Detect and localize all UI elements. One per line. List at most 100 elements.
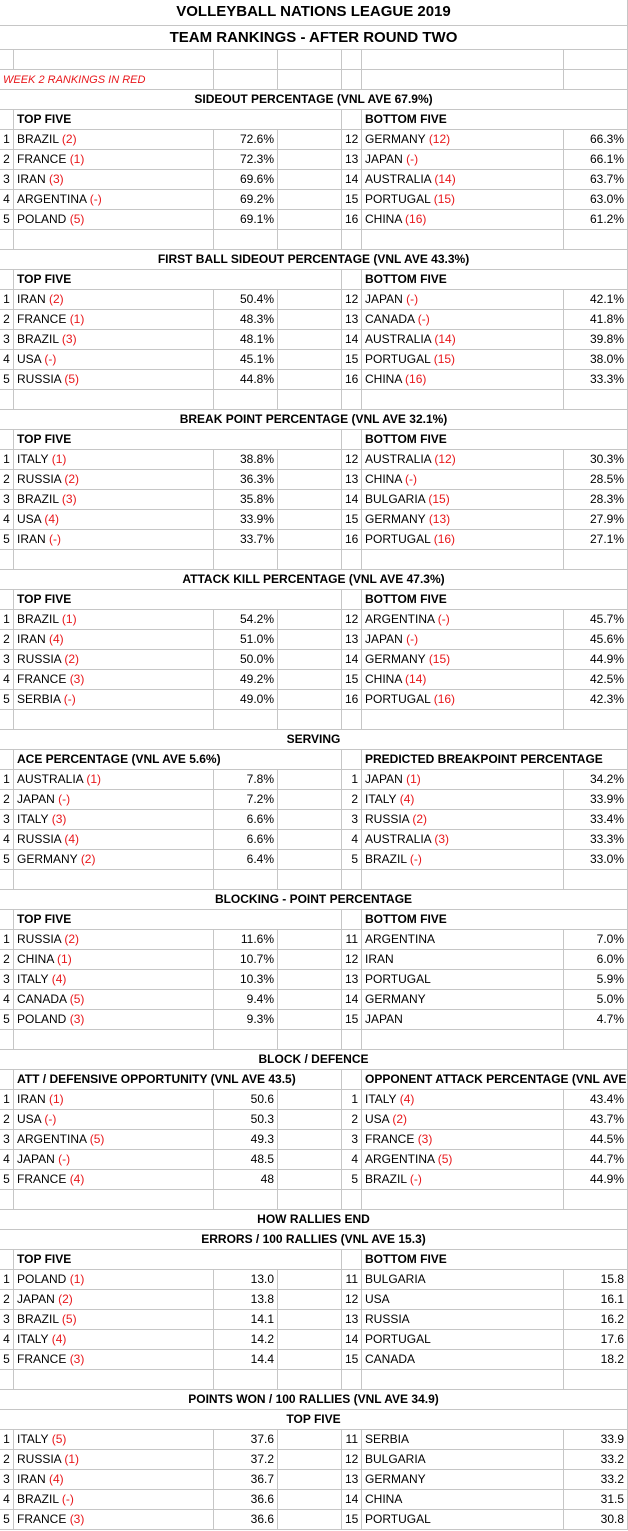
section-header: SERVING bbox=[286, 732, 341, 746]
team-name: RUSSIA bbox=[17, 372, 62, 386]
team-name: BRAZIL bbox=[365, 852, 407, 866]
team-name: CHINA bbox=[17, 952, 54, 966]
left-title: ACE PERCENTAGE (VNL AVE 5.6%) bbox=[17, 752, 221, 766]
empty-cell bbox=[342, 1030, 362, 1050]
rank-cell: 5 bbox=[0, 690, 14, 710]
right-title: BOTTOM FIVE bbox=[365, 1252, 447, 1266]
value: 14.2 bbox=[250, 1332, 274, 1346]
team-cell: FRANCE (4) bbox=[14, 1170, 214, 1190]
previous-rank: (-) bbox=[417, 312, 430, 326]
team-cell: RUSSIA (2) bbox=[14, 470, 214, 490]
rank-cell: 4 bbox=[342, 1150, 362, 1170]
previous-rank: (4) bbox=[49, 632, 64, 646]
team-name: SERBIA bbox=[365, 1432, 410, 1446]
rank-cell: 15 bbox=[342, 670, 362, 690]
value: 69.6% bbox=[239, 172, 274, 186]
rank-cell: 12 bbox=[342, 130, 362, 150]
team-name: CHINA bbox=[365, 472, 402, 486]
rank: 13 bbox=[345, 312, 359, 326]
empty-cell bbox=[0, 750, 14, 770]
value-cell: 14.1 bbox=[214, 1310, 278, 1330]
value-cell: 16.2 bbox=[564, 1310, 628, 1330]
team-cell: IRAN (1) bbox=[14, 1090, 214, 1110]
empty-cell bbox=[342, 1190, 362, 1210]
value: 27.1% bbox=[589, 532, 624, 546]
previous-rank: (-) bbox=[405, 472, 418, 486]
empty-cell bbox=[0, 50, 14, 70]
value-cell: 48.1% bbox=[214, 330, 278, 350]
value-cell: 6.6% bbox=[214, 810, 278, 830]
rank: 3 bbox=[351, 1132, 358, 1146]
value-cell: 13.8 bbox=[214, 1290, 278, 1310]
team-cell: JAPAN (2) bbox=[14, 1290, 214, 1310]
previous-rank: (3) bbox=[69, 1012, 85, 1026]
team-cell: BULGARIA bbox=[362, 1270, 564, 1290]
previous-rank: (4) bbox=[49, 1472, 64, 1486]
rank-cell: 3 bbox=[0, 970, 14, 990]
rank-cell: 3 bbox=[0, 490, 14, 510]
rank-cell: 13 bbox=[342, 630, 362, 650]
empty-cell bbox=[214, 1370, 278, 1390]
value-cell: 61.2% bbox=[564, 210, 628, 230]
value: 28.5% bbox=[589, 472, 624, 486]
value-cell: 49.2% bbox=[214, 670, 278, 690]
team-name: CHINA bbox=[365, 672, 402, 686]
value-cell: 33.9% bbox=[214, 510, 278, 530]
rank-cell: 2 bbox=[0, 1110, 14, 1130]
value-cell: 18.2 bbox=[564, 1350, 628, 1370]
previous-rank: (5) bbox=[61, 1312, 77, 1326]
rank: 14 bbox=[345, 992, 359, 1006]
team-cell: PORTUGAL (16) bbox=[362, 690, 564, 710]
value-cell: 6.0% bbox=[564, 950, 628, 970]
rank-cell: 15 bbox=[342, 510, 362, 530]
previous-rank: (3) bbox=[417, 1132, 433, 1146]
rank: 13 bbox=[345, 1472, 359, 1486]
empty-cell bbox=[564, 1370, 628, 1390]
team-cell: USA (4) bbox=[14, 510, 214, 530]
previous-rank: (4) bbox=[51, 1332, 67, 1346]
rank: 15 bbox=[345, 192, 359, 206]
section-header-cell: FIRST BALL SIDEOUT PERCENTAGE (VNL AVE 4… bbox=[0, 250, 628, 270]
value: 6.4% bbox=[246, 852, 274, 866]
empty-cell bbox=[342, 430, 362, 450]
team-name: BRAZIL bbox=[17, 132, 59, 146]
empty-cell bbox=[564, 1030, 628, 1050]
rank-cell: 5 bbox=[0, 1350, 14, 1370]
value-cell: 44.8% bbox=[214, 370, 278, 390]
rank-cell: 1 bbox=[342, 770, 362, 790]
value-cell: 10.3% bbox=[214, 970, 278, 990]
rank-cell: 3 bbox=[0, 1130, 14, 1150]
value-cell: 4.7% bbox=[564, 1010, 628, 1030]
team-name: ITALY bbox=[17, 452, 49, 466]
empty-cell bbox=[278, 470, 342, 490]
team-cell: AUSTRALIA (12) bbox=[362, 450, 564, 470]
team-cell: RUSSIA (4) bbox=[14, 830, 214, 850]
rank: 15 bbox=[345, 1512, 359, 1526]
left-title-cell: ACE PERCENTAGE (VNL AVE 5.6%) bbox=[14, 750, 342, 770]
empty-cell bbox=[278, 990, 342, 1010]
team-cell: BRAZIL (1) bbox=[14, 610, 214, 630]
left-title-cell: TOP FIVE bbox=[14, 110, 342, 130]
rank: 12 bbox=[345, 612, 359, 626]
right-title: BOTTOM FIVE bbox=[365, 272, 447, 286]
team-name: ITALY bbox=[17, 812, 49, 826]
value: 33.3% bbox=[589, 372, 624, 386]
rank-cell: 4 bbox=[0, 1150, 14, 1170]
team-name: IRAN bbox=[17, 1472, 46, 1486]
empty-cell bbox=[278, 230, 342, 250]
previous-rank: (-) bbox=[44, 1112, 57, 1126]
rank-cell: 15 bbox=[342, 1510, 362, 1530]
rank-cell: 2 bbox=[342, 1110, 362, 1130]
empty-cell bbox=[214, 1030, 278, 1050]
rank: 14 bbox=[345, 652, 359, 666]
value: 4.7% bbox=[596, 1012, 624, 1026]
value-cell: 50.3 bbox=[214, 1110, 278, 1130]
empty-cell bbox=[362, 70, 564, 90]
previous-rank: (4) bbox=[64, 832, 80, 846]
value: 36.6 bbox=[250, 1512, 274, 1526]
value: 66.1% bbox=[589, 152, 624, 166]
value-cell: 6.4% bbox=[214, 850, 278, 870]
value: 30.3% bbox=[589, 452, 624, 466]
right-title-cell: OPPONENT ATTACK PERCENTAGE (VNL AVE bbox=[362, 1070, 628, 1090]
empty-cell bbox=[278, 190, 342, 210]
